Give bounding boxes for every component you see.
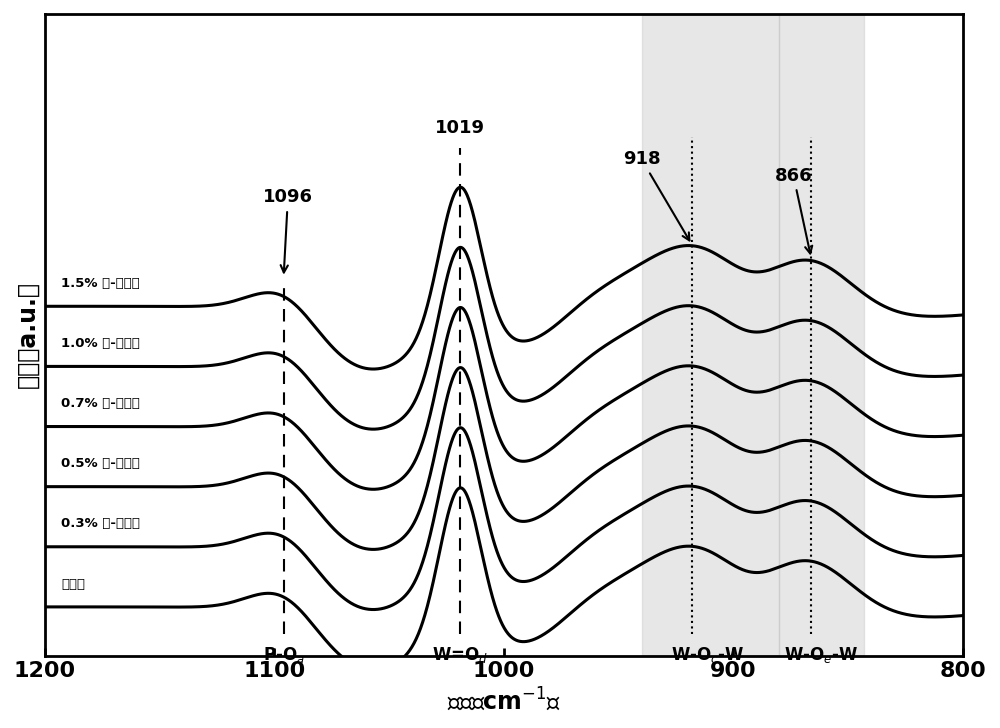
Text: 1.5% 馒-磷钒酸: 1.5% 馒-磷钒酸 [61,277,140,290]
X-axis label: 波数（cm$^{-1}$）: 波数（cm$^{-1}$） [447,687,561,714]
Text: W=O$_d$: W=O$_d$ [432,645,488,665]
Text: W-O$_c$-W: W-O$_c$-W [671,645,745,665]
Text: 磷钒酸: 磷钒酸 [61,577,85,590]
Bar [642,14,779,656]
Text: 1019: 1019 [435,119,485,137]
Text: 1.0% 馒-磷钒酸: 1.0% 馒-磷钒酸 [61,337,140,350]
Bar [779,14,864,656]
Text: 0.7% 馒-磷钒酸: 0.7% 馒-磷钒酸 [61,397,140,410]
Text: 866: 866 [775,167,812,253]
Text: 0.3% 馒-磷钒酸: 0.3% 馒-磷钒酸 [61,518,140,531]
Text: P-O$_a$: P-O$_a$ [263,645,304,665]
Text: 1096: 1096 [263,189,313,272]
Text: 918: 918 [623,150,689,240]
Text: 0.5% 馒-磷钒酸: 0.5% 馒-磷钒酸 [61,457,140,470]
Text: W-O$_e$-W: W-O$_e$-W [784,645,857,665]
Y-axis label: 强度（a.u.）: 强度（a.u.） [15,282,39,389]
